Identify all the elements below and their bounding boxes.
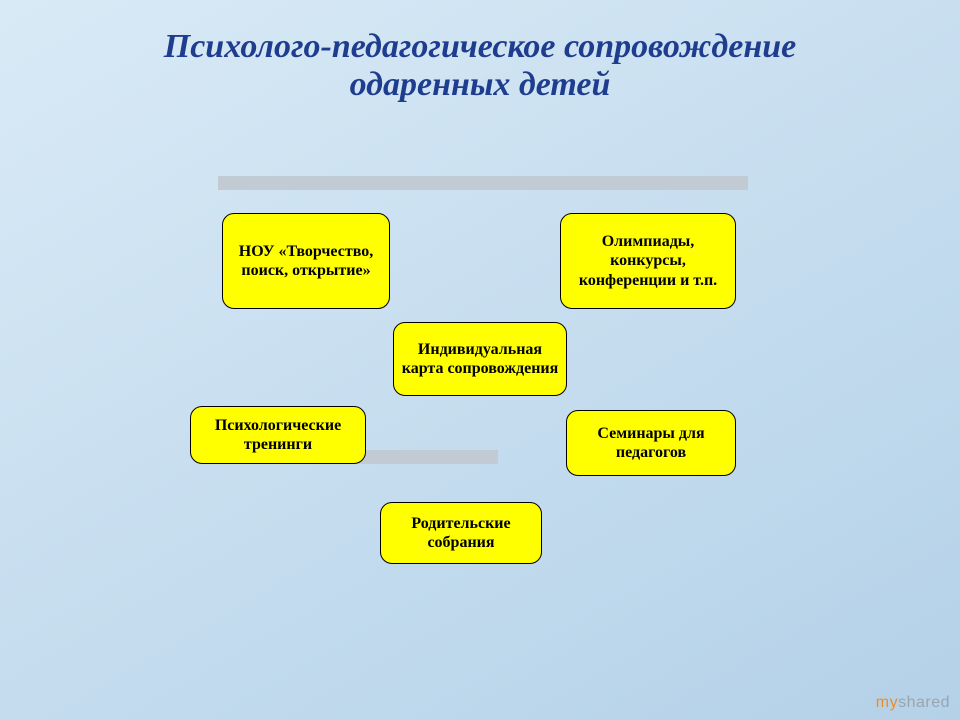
node-olympiads: Олимпиады, конкурсы, конференции и т.п.	[560, 213, 736, 309]
watermark-shared: shared	[898, 694, 950, 711]
node-nou: НОУ «Творчество, поиск, открытие»	[222, 213, 390, 309]
watermark: myshared	[876, 694, 950, 712]
node-individual-card: Индивидуальная карта сопровождения	[393, 322, 567, 396]
node-label: НОУ «Творчество, поиск, открытие»	[229, 242, 383, 280]
node-label: Индивидуальная карта сопровождения	[400, 340, 560, 378]
shadow-bar-top	[218, 176, 748, 190]
watermark-my: my	[876, 694, 898, 711]
node-label: Психологические тренинги	[197, 416, 359, 454]
node-seminars: Семинары для педагогов	[566, 410, 736, 476]
diagram-canvas: НОУ «Творчество, поиск, открытие» Олимпи…	[0, 0, 960, 720]
node-psych-training: Психологические тренинги	[190, 406, 366, 464]
node-label: Семинары для педагогов	[573, 424, 729, 462]
node-parent-meetings: Родительские собрания	[380, 502, 542, 564]
node-label: Родительские собрания	[387, 514, 535, 552]
node-label: Олимпиады, конкурсы, конференции и т.п.	[567, 232, 729, 290]
